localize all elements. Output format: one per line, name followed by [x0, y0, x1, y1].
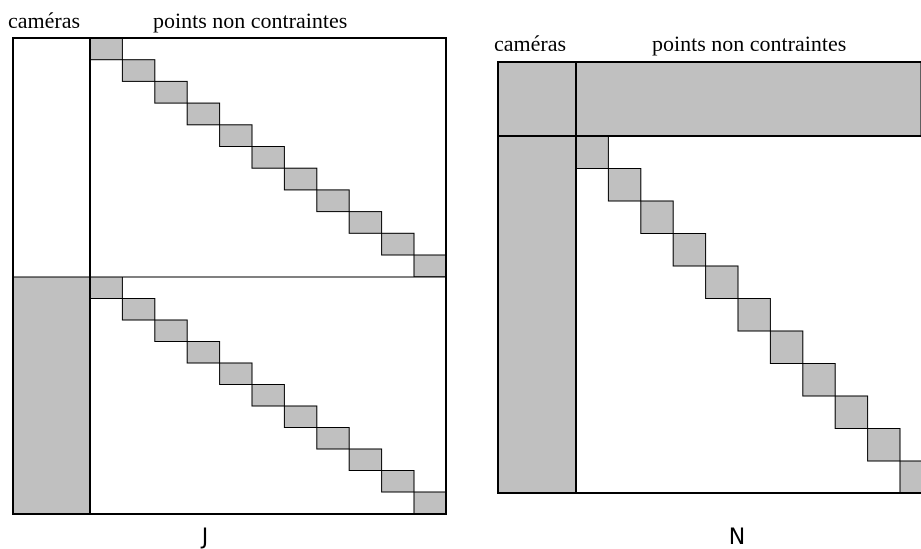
n-diagonal	[575, 135, 921, 494]
j-lower-diagonal-block-10	[381, 470, 415, 493]
n-left-band	[497, 135, 577, 494]
j-upper-diagonal-block-2	[121, 59, 156, 82]
n-diagonal-block-8	[802, 363, 836, 397]
j-upper-diagonal-block-6	[251, 146, 285, 169]
n-diagonal-block-4	[672, 233, 707, 267]
j-upper-diagonal-block-8	[316, 189, 350, 213]
matrix-n: caméras points non contraintes N	[494, 31, 921, 549]
n-cameras-label: caméras	[494, 31, 566, 56]
j-lower-diagonal-block-2	[121, 298, 156, 321]
n-diagonal-block-7	[769, 330, 804, 364]
j-points-label: points non contraintes	[153, 8, 347, 33]
n-top-band	[497, 61, 921, 137]
j-lower-diagonal-block-3	[154, 319, 188, 342]
j-frame	[12, 37, 447, 515]
j-lower-diagonal-block-8	[316, 427, 350, 450]
n-diagonal-block-9	[834, 395, 869, 429]
j-upper-diagonal-block-5	[219, 124, 253, 148]
n-diagonal-block-5	[705, 265, 739, 299]
j-lower-diagonal-block-9	[348, 448, 383, 471]
j-lower-diagonal-block-11	[413, 491, 447, 514]
j-lower-diagonal-block-1	[89, 276, 123, 299]
j-lower-diagonal-block-7	[283, 405, 318, 428]
n-points-label: points non contraintes	[652, 31, 846, 56]
n-diagonal-block-10	[867, 428, 901, 462]
j-camera-block-lower	[12, 276, 91, 515]
j-upper-diagonal-block-7	[283, 167, 318, 191]
j-diagonal-upper	[89, 37, 447, 278]
matrix-j: caméras points non contraintes J	[8, 8, 447, 549]
j-upper-diagonal-block-1	[89, 37, 123, 61]
j-upper-diagonal-block-10	[381, 232, 415, 256]
n-diagonal-block-2	[607, 168, 642, 202]
n-diagonal-block-3	[640, 200, 674, 234]
j-upper-diagonal-block-3	[154, 80, 188, 104]
j-diagonal-lower	[89, 276, 447, 514]
n-diagonal-block-11	[899, 460, 921, 494]
j-upper-diagonal-block-9	[348, 211, 383, 234]
n-diagonal-block-1	[575, 135, 609, 169]
n-caption: N	[729, 525, 745, 549]
j-lower-diagonal-block-5	[219, 362, 253, 385]
j-lower-diagonal-block-4	[186, 341, 221, 364]
n-frame	[497, 61, 921, 494]
j-upper-diagonal-block-11	[413, 254, 447, 278]
j-cameras-label: caméras	[8, 8, 80, 33]
j-caption: J	[200, 525, 209, 549]
n-diagonal-block-6	[737, 298, 771, 332]
j-upper-diagonal-block-4	[186, 102, 221, 126]
j-lower-diagonal-block-6	[251, 384, 285, 407]
